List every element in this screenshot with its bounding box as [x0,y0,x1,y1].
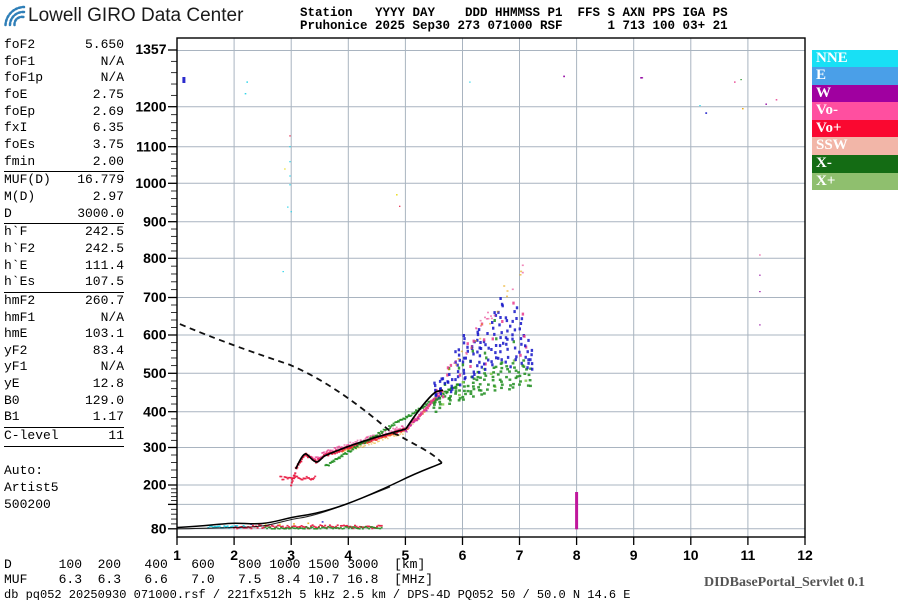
svg-text:800: 800 [143,250,167,266]
svg-text:7: 7 [516,547,524,563]
svg-text:8: 8 [573,547,581,563]
svg-text:1000: 1000 [135,175,166,191]
svg-text:1: 1 [173,547,181,563]
svg-text:12: 12 [797,547,813,563]
svg-text:600: 600 [143,327,167,343]
svg-text:900: 900 [143,213,167,229]
svg-text:2: 2 [230,547,238,563]
svg-text:1100: 1100 [136,138,167,154]
svg-text:4: 4 [344,547,352,563]
svg-text:9: 9 [630,547,638,563]
svg-text:3: 3 [287,547,295,563]
svg-text:80: 80 [151,521,167,537]
svg-text:10: 10 [683,547,699,563]
svg-text:700: 700 [143,289,167,305]
svg-text:1200: 1200 [135,98,166,114]
svg-text:200: 200 [143,477,167,493]
svg-text:1357: 1357 [135,41,166,57]
svg-text:5: 5 [402,547,410,563]
svg-text:11: 11 [740,547,755,563]
svg-text:500: 500 [143,365,167,381]
svg-text:400: 400 [143,403,167,419]
svg-text:6: 6 [459,547,467,563]
svg-text:300: 300 [143,439,167,455]
